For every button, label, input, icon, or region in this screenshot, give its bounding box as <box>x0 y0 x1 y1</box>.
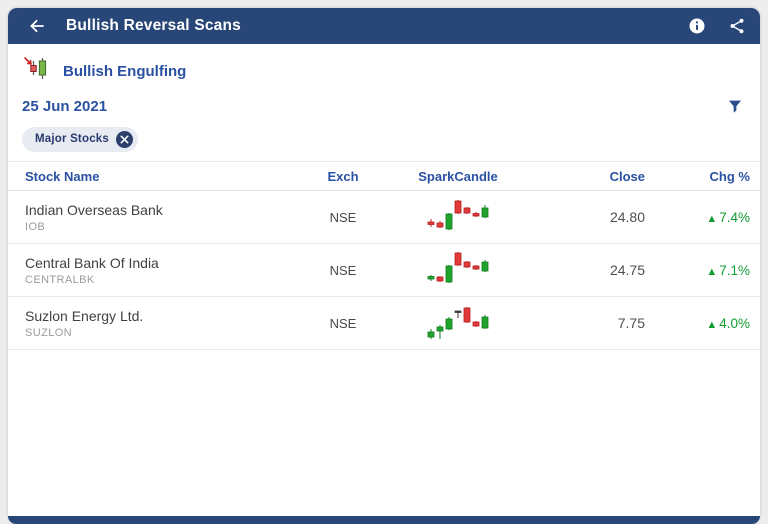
stock-change: ▲ 7.4% <box>653 210 760 225</box>
chip-label: Major Stocks <box>35 133 109 145</box>
change-percent: 7.1% <box>719 262 750 278</box>
stock-table: Indian Overseas Bank IOB NSE 24.80 ▲ 7.4%… <box>8 191 760 516</box>
up-triangle-icon: ▲ <box>706 318 718 331</box>
chip-remove-button[interactable] <box>115 130 133 148</box>
stock-name: Suzlon Energy Ltd. <box>25 307 144 324</box>
spark-candle-chart <box>393 301 523 345</box>
stock-close: 24.80 <box>609 209 645 225</box>
stock-name: Central Bank Of India <box>25 254 159 271</box>
stock-name-cell: Central Bank Of India CENTRALBK <box>8 255 293 286</box>
bottom-bar <box>8 516 760 524</box>
share-button[interactable] <box>728 17 746 35</box>
app-window: Bullish Reversal Scans <box>8 8 760 524</box>
bullish-engulfing-candles-icon <box>24 57 51 85</box>
spark-candle-chart <box>393 248 523 292</box>
topbar-actions <box>688 17 746 35</box>
col-header-stock-name: Stock Name <box>25 168 100 184</box>
stock-exchange: NSE <box>329 315 357 331</box>
spark-candle-chart <box>393 195 523 239</box>
col-header-sparkcandle: SparkCandle <box>418 168 498 184</box>
stock-exchange: NSE <box>329 209 357 225</box>
date-row: 25 Jun 2021 <box>8 85 760 117</box>
stock-name-cell: Suzlon Energy Ltd. SUZLON <box>8 308 293 339</box>
info-icon <box>689 18 705 34</box>
scan-date: 25 Jun 2021 <box>22 97 108 115</box>
stock-close: 24.75 <box>609 262 645 278</box>
close-x-icon <box>120 135 129 143</box>
stock-change: ▲ 7.1% <box>653 263 760 278</box>
filter-button[interactable] <box>724 95 746 117</box>
change-percent: 4.0% <box>719 315 750 331</box>
stock-row[interactable]: Central Bank Of India CENTRALBK NSE 24.7… <box>8 244 760 297</box>
filter-funnel-icon <box>729 100 741 113</box>
scan-header: Bullish Engulfing <box>8 44 760 85</box>
stock-change: ▲ 4.0% <box>653 316 760 331</box>
stock-name: Indian Overseas Bank <box>25 201 163 218</box>
active-filters: Major Stocks <box>8 117 760 152</box>
stock-close: 7.75 <box>617 315 645 331</box>
col-header-chg-pct: Chg % <box>709 168 750 184</box>
stock-row[interactable]: Suzlon Energy Ltd. SUZLON NSE 7.75 ▲ 4.0% <box>8 297 760 350</box>
col-header-close: Close <box>609 168 645 184</box>
stock-row[interactable]: Indian Overseas Bank IOB NSE 24.80 ▲ 7.4% <box>8 191 760 244</box>
back-button[interactable] <box>24 13 50 39</box>
stock-exchange: NSE <box>329 262 357 278</box>
back-arrow-icon <box>30 19 44 33</box>
stock-symbol: SUZLON <box>25 326 73 339</box>
stock-name-cell: Indian Overseas Bank IOB <box>8 202 293 233</box>
col-header-exch: Exch <box>327 168 359 184</box>
top-app-bar: Bullish Reversal Scans <box>8 8 760 44</box>
change-percent: 7.4% <box>719 209 750 225</box>
page-title: Bullish Reversal Scans <box>66 17 241 34</box>
main-content: Bullish Engulfing 25 Jun 2021 Major Stoc… <box>8 44 760 516</box>
filter-chip-major-stocks[interactable]: Major Stocks <box>22 126 138 152</box>
up-triangle-icon: ▲ <box>706 265 718 278</box>
up-triangle-icon: ▲ <box>706 212 718 225</box>
stock-symbol: IOB <box>25 220 46 233</box>
share-icon <box>730 18 744 34</box>
stock-symbol: CENTRALBK <box>25 273 95 286</box>
info-button[interactable] <box>688 17 706 35</box>
table-header: Stock Name Exch SparkCandle Close Chg % <box>8 161 760 191</box>
scan-title: Bullish Engulfing <box>63 62 187 80</box>
